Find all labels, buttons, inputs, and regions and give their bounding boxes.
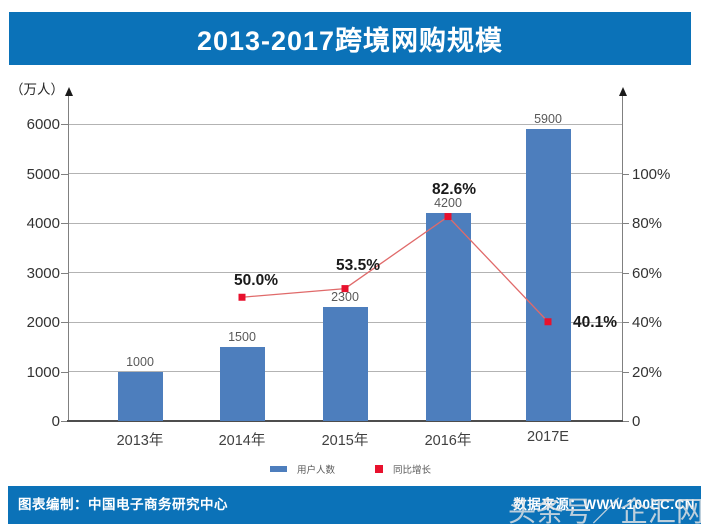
legend-item-users: 用户人数 [269,462,335,476]
x-axis-category-label: 2015年 [321,433,369,449]
left-axis-tick [61,173,68,175]
x-axis-category-label: 2017E [527,429,569,445]
growth-percent-label: 40.1% [573,313,617,331]
user-count-bar [525,128,571,421]
x-axis-category-label: 2016年 [424,433,472,449]
bar-swatch-icon [269,466,287,472]
left-axis-tick [61,322,68,323]
bar-value-label: 2300 [331,290,359,305]
left-axis-tick [61,272,68,274]
x-axis-line [67,420,623,422]
growth-percent-label: 82.6% [432,180,476,198]
right-axis-tick [622,421,629,422]
bar-value-label: 4200 [434,196,462,211]
bar-value-label: 1000 [126,354,154,369]
left-axis-tick-label: 5000 [26,165,60,183]
footer-bar: 图表编制：中国电子商务研究中心 数据来源：WWW.100EC.CN [8,486,701,524]
left-axis-tick [61,223,68,224]
left-axis-tick [61,124,68,125]
right-axis-arrow-icon [618,87,627,96]
growth-percent-label: 53.5% [336,256,380,274]
point-swatch-icon [375,465,383,473]
bar-value-label: 5900 [534,111,562,126]
user-count-bar [322,307,368,421]
chart-legend: 用户人数 同比增长 [0,461,701,477]
user-count-bar [117,371,163,421]
right-axis-tick [622,223,629,224]
legend-label: 用户人数 [296,465,335,476]
left-axis-tick-label: 1000 [26,363,60,381]
x-axis-category-label: 2013年 [116,433,164,449]
left-axis-tick [61,371,68,373]
grid-line [68,123,622,125]
legend-item-growth: 同比增长 [375,462,431,476]
left-axis-unit-label: （万人） [10,82,64,97]
right-axis-tick [622,322,629,323]
legend-label: 同比增长 [393,465,432,476]
right-axis-tick-label: 20% [632,363,663,381]
left-axis-tick-label: 4000 [26,215,60,232]
left-axis-tick-label: 6000 [26,116,60,133]
left-axis-line [68,96,69,421]
footer-source: 数据来源：WWW.100EC.CN [513,497,695,512]
left-axis-tick [61,421,68,422]
growth-line [241,215,549,323]
growth-percent-label: 50.0% [234,272,278,290]
right-axis-tick [622,371,629,373]
right-axis-tick [622,173,629,175]
right-axis-tick-label: 0 [632,413,641,430]
left-axis-tick-label: 3000 [26,264,60,282]
right-axis-line [622,96,623,421]
right-axis-tick-label: 60% [632,264,663,282]
bar-value-label: 1500 [228,329,256,344]
right-axis-tick-label: 40% [632,314,663,331]
user-count-bar [219,346,265,421]
right-axis-tick [622,272,629,274]
left-axis-tick-label: 0 [51,413,60,430]
watermark-text: 头条号／企汇网 [508,496,701,527]
title-banner: 2013-2017跨境网购规模 [9,12,691,65]
left-axis-arrow-icon [64,87,73,96]
footer-credit: 图表编制：中国电子商务研究中心 [18,497,228,512]
page-title: 2013-2017跨境网购规模 [196,26,504,56]
right-axis-tick-label: 100% [632,165,671,183]
growth-point-marker [238,293,246,301]
user-count-bar [425,213,471,421]
x-axis-category-label: 2014年 [218,433,266,449]
right-axis-tick-label: 80% [632,215,663,232]
grid-line [68,173,622,174]
left-axis-tick-label: 2000 [26,314,60,331]
